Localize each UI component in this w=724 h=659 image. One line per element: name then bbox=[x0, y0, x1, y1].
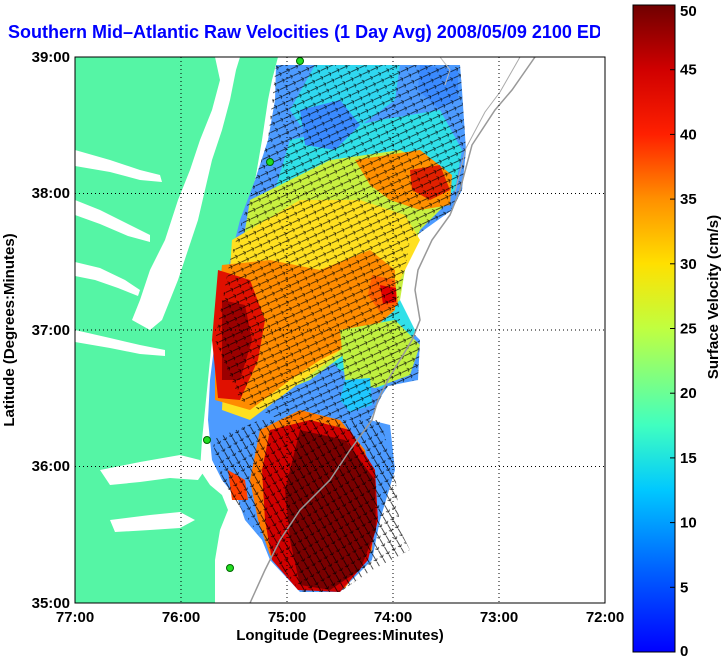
x-axis-label: Longitude (Degrees:Minutes) bbox=[236, 627, 444, 644]
radar-site bbox=[296, 57, 304, 65]
y-axis-label: Latitude (Degrees:Minutes) bbox=[1, 233, 18, 426]
y-tick-label: 35:00 bbox=[32, 595, 70, 612]
colorbar-tick-label: 20 bbox=[680, 385, 697, 402]
y-tick-label: 38:00 bbox=[32, 185, 70, 202]
colorbar-tick-label: 50 bbox=[680, 3, 697, 20]
colorbar-tick-label: 0 bbox=[680, 643, 688, 659]
radar-site bbox=[266, 158, 274, 166]
colorbar: 0 5 10 15 20 25 30 35 40 45 50 Surface Velocity (c… bbox=[632, 3, 722, 659]
colorbar-tick-label: 15 bbox=[680, 450, 697, 467]
colorbar-label: Surface Velocity (cm/s) bbox=[705, 215, 722, 379]
y-tick-label: 36:00 bbox=[32, 458, 70, 475]
colorbar-overlap bbox=[600, 18, 632, 44]
x-tick-label: 76:00 bbox=[162, 609, 200, 626]
colorbar-tick-label: 5 bbox=[680, 579, 688, 596]
colorbar-tick-label: 25 bbox=[680, 321, 697, 338]
x-tick-label: 77:00 bbox=[56, 609, 94, 626]
colorbar-tick-label: 30 bbox=[680, 256, 697, 273]
y-tick-label: 37:00 bbox=[32, 322, 70, 339]
colorbar-tick-label: 35 bbox=[680, 191, 697, 208]
colorbar-tick-label: 10 bbox=[680, 515, 697, 532]
x-axis: 77:00 76:00 75:00 74:00 73:00 72:00 Long… bbox=[56, 609, 624, 644]
y-axis: 39:00 38:00 37:00 36:00 35:00 Latitude (… bbox=[1, 49, 70, 612]
colorbar-tick-label: 40 bbox=[680, 126, 697, 143]
grid-lines bbox=[75, 57, 605, 603]
y-tick-label: 39:00 bbox=[32, 49, 70, 66]
radar-site bbox=[203, 436, 211, 444]
colorbar-tick-label: 45 bbox=[680, 62, 697, 79]
x-tick-label: 74:00 bbox=[374, 609, 412, 626]
x-tick-label: 75:00 bbox=[268, 609, 306, 626]
plot-frame bbox=[74, 56, 606, 604]
radar-site bbox=[226, 564, 234, 572]
x-tick-label: 72:00 bbox=[586, 609, 624, 626]
velocity-field bbox=[208, 65, 466, 592]
chesapeake-bay bbox=[132, 57, 240, 330]
x-tick-label: 73:00 bbox=[480, 609, 518, 626]
bathymetry-contour bbox=[249, 57, 536, 603]
colorbar-gradient bbox=[632, 4, 676, 653]
chart-title: Southern Mid–Atlantic Raw Velocities (1 … bbox=[8, 22, 613, 42]
